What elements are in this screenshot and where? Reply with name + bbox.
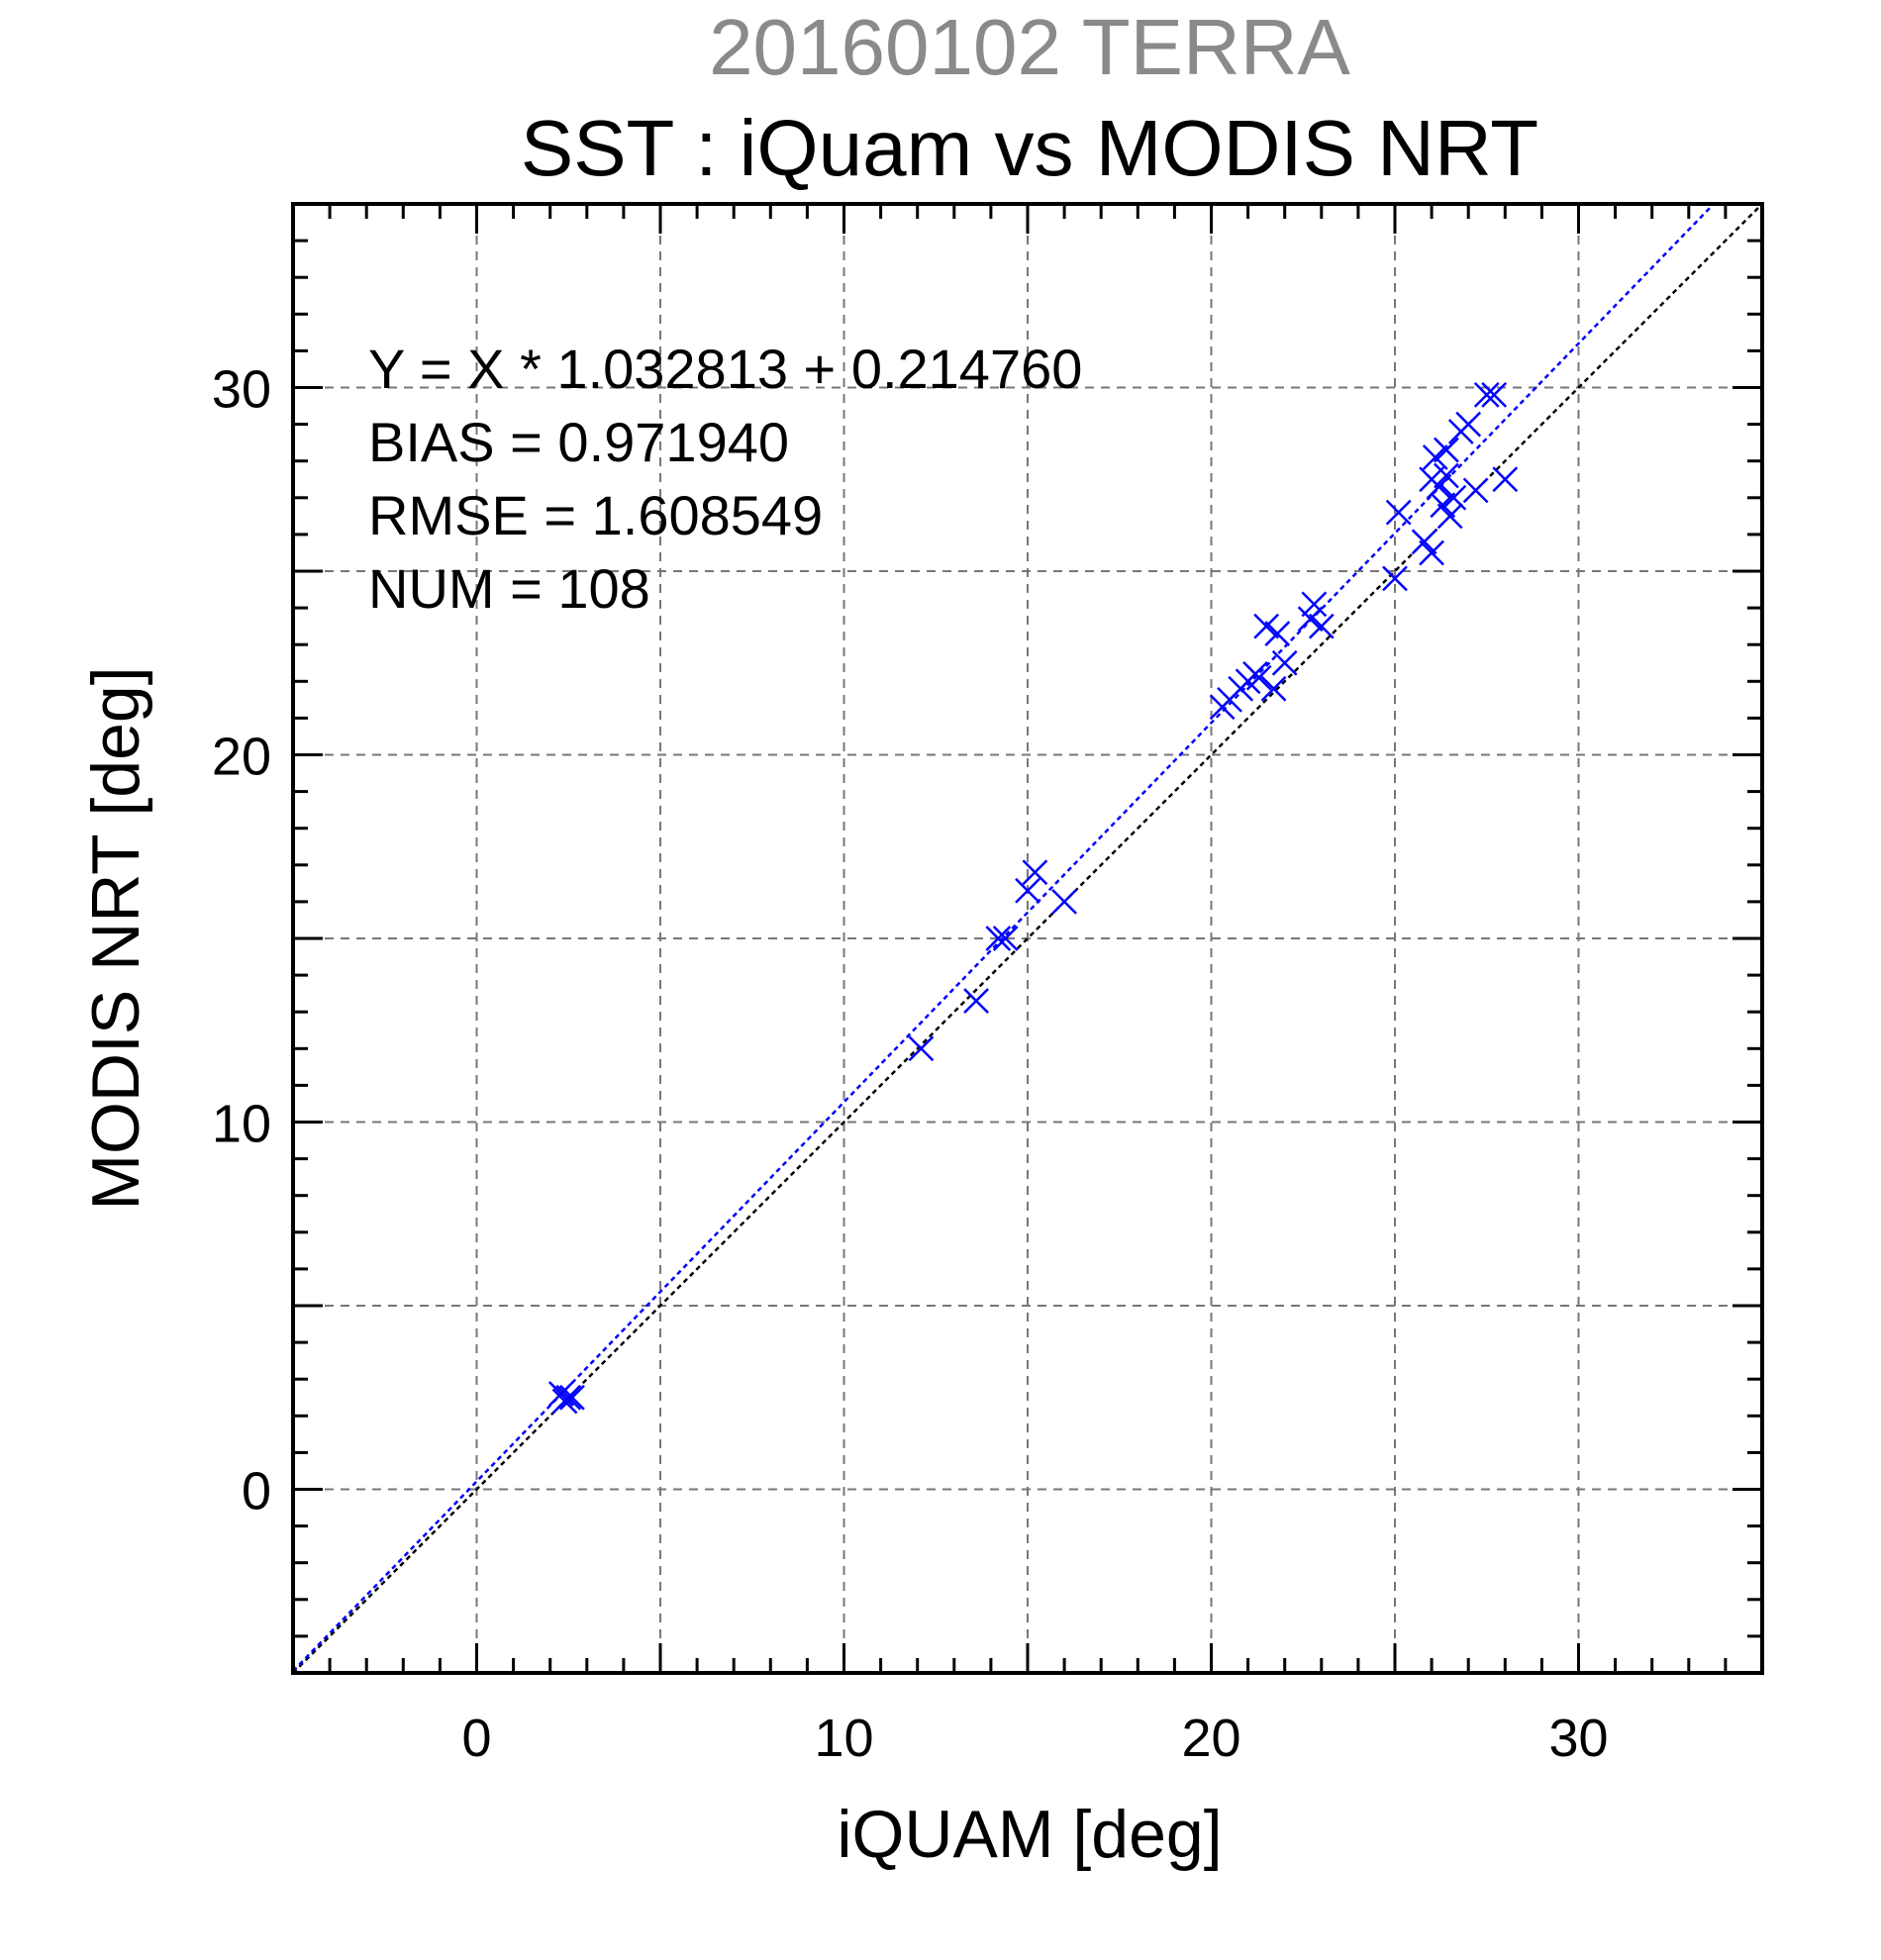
- data-point: [1422, 444, 1448, 470]
- data-points: [547, 382, 1519, 1415]
- data-point: [1245, 664, 1272, 691]
- data-point-stroke: [1492, 466, 1519, 493]
- data-point: [1462, 477, 1489, 504]
- data-point-stroke: [1411, 529, 1437, 555]
- x-tick-label: 20: [1181, 1709, 1240, 1768]
- data-point-stroke: [1022, 859, 1048, 886]
- data-point-stroke: [1385, 499, 1412, 526]
- data-point: [1260, 675, 1287, 702]
- data-point: [1481, 382, 1508, 408]
- data-point-stroke: [547, 1381, 574, 1407]
- identity-line: [293, 204, 1762, 1673]
- reference-lines: [293, 204, 1762, 1673]
- y-tick-label: 20: [212, 728, 271, 787]
- data-point: [1455, 411, 1482, 438]
- x-axis-label: iQUAM [deg]: [837, 1797, 1222, 1872]
- y-axis-label: MODIS NRT [deg]: [78, 666, 153, 1210]
- data-point-stroke: [1481, 382, 1508, 408]
- data-point: [1015, 877, 1040, 904]
- data-point: [1301, 591, 1328, 618]
- grid: [293, 204, 1762, 1673]
- data-point-stroke: [908, 1035, 935, 1062]
- data-point-stroke: [1434, 462, 1459, 489]
- data-point: [1253, 613, 1280, 639]
- data-point-stroke: [1434, 437, 1459, 463]
- data-point: [1440, 484, 1467, 511]
- data-point-stroke: [1308, 613, 1335, 639]
- fit-equation-annotation: Y = X * 1.032813 + 0.214760: [368, 338, 1082, 400]
- data-point: [1434, 462, 1459, 489]
- page-title: 20160102 TERRA: [709, 3, 1350, 91]
- data-point: [992, 926, 1019, 951]
- data-point-stroke: [1473, 382, 1500, 408]
- data-point: [1297, 606, 1324, 633]
- data-point: [1382, 565, 1408, 592]
- data-point-stroke: [1419, 539, 1444, 566]
- data-point-stroke: [1455, 411, 1482, 438]
- axis-ticks: [293, 204, 1762, 1673]
- data-point: [908, 1035, 935, 1062]
- data-point: [1051, 889, 1077, 915]
- data-point-stroke: [963, 988, 989, 1014]
- chart-title: SST : iQuam vs MODIS NRT: [520, 104, 1539, 192]
- data-point: [1271, 649, 1298, 676]
- y-tick-label: 30: [212, 360, 271, 420]
- regression-line: [293, 204, 1716, 1672]
- data-point: [1308, 613, 1335, 639]
- data-point: [1434, 437, 1459, 463]
- data-point: [1473, 382, 1500, 408]
- y-tick-label: 10: [212, 1095, 271, 1154]
- data-point-stroke: [1260, 675, 1287, 702]
- data-point-stroke: [1462, 477, 1489, 504]
- data-point-stroke: [992, 926, 1019, 951]
- num-annotation: NUM = 108: [368, 557, 650, 620]
- data-point: [1022, 859, 1048, 886]
- data-point-stroke: [1264, 621, 1291, 646]
- x-tick-label: 0: [461, 1709, 491, 1768]
- tick-labels: 0 10 20 30 0 10 20 30: [212, 360, 1609, 1769]
- rmse-annotation: RMSE = 1.608549: [368, 484, 823, 546]
- x-tick-label: 10: [814, 1709, 873, 1768]
- data-point-stroke: [1051, 889, 1077, 915]
- data-point: [559, 1384, 585, 1411]
- data-point-stroke: [551, 1388, 578, 1415]
- data-point-stroke: [1245, 664, 1272, 691]
- data-point-stroke: [1440, 484, 1467, 511]
- data-point-stroke: [1297, 606, 1324, 633]
- x-tick-label: 30: [1548, 1709, 1608, 1768]
- data-point: [1430, 492, 1456, 519]
- data-point-stroke: [985, 926, 1012, 951]
- data-point-stroke: [1271, 649, 1298, 676]
- data-point: [1411, 529, 1437, 555]
- data-point: [963, 988, 989, 1014]
- data-point-stroke: [559, 1384, 585, 1411]
- data-point-stroke: [1301, 591, 1328, 618]
- data-point: [1419, 539, 1444, 566]
- data-point: [1492, 466, 1519, 493]
- data-point: [1264, 621, 1291, 646]
- data-point: [1436, 503, 1463, 530]
- data-point-stroke: [1422, 444, 1448, 470]
- y-tick-label: 0: [242, 1462, 271, 1521]
- bias-annotation: BIAS = 0.971940: [368, 411, 789, 473]
- data-point: [985, 926, 1012, 951]
- data-point-stroke: [1253, 613, 1280, 639]
- data-point: [551, 1388, 578, 1415]
- data-point-stroke: [1436, 503, 1463, 530]
- data-point-stroke: [1015, 877, 1040, 904]
- data-point-stroke: [1382, 565, 1408, 592]
- data-point-stroke: [1430, 492, 1456, 519]
- data-point: [1385, 499, 1412, 526]
